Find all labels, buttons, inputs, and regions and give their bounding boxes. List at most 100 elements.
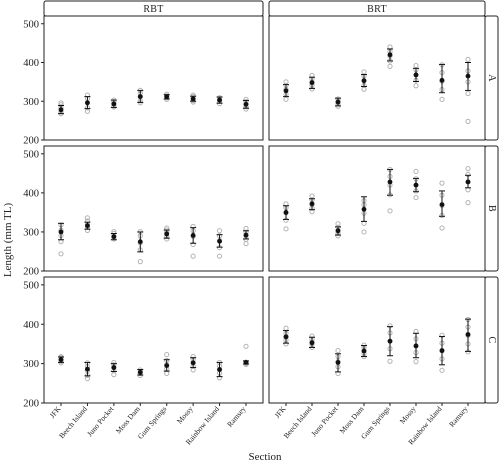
mean-point: [439, 77, 445, 83]
x-tick-label: Ramsey: [447, 404, 470, 428]
mean-point: [283, 88, 289, 94]
mean-point: [413, 182, 419, 188]
y-axis-title: Length (mm TL): [2, 202, 14, 277]
row-strip-label: A: [486, 74, 497, 82]
y-tick-label: 400: [23, 188, 39, 199]
x-tick-label: JFK: [273, 404, 288, 420]
mean-point: [439, 202, 445, 207]
mean-point: [465, 179, 471, 185]
raw-point: [164, 351, 170, 358]
mean-point: [164, 94, 170, 99]
mean-point: [439, 348, 445, 354]
mean-point: [413, 343, 419, 349]
panel-frame: [43, 145, 264, 272]
mean-point: [413, 72, 419, 78]
mean-point: [217, 97, 222, 103]
raw-point: [283, 79, 289, 85]
column-strip-label: RBT: [143, 4, 163, 15]
mean-point: [164, 231, 170, 237]
raw-point: [58, 100, 64, 106]
raw-point: [216, 228, 223, 234]
x-tick-label: JFK: [48, 404, 63, 420]
mean-point: [335, 228, 341, 234]
y-tick-label: 500: [23, 19, 39, 30]
mean-point: [85, 100, 90, 106]
mean-point: [283, 210, 289, 215]
y-tick-label: 400: [23, 58, 39, 69]
raw-point: [465, 166, 471, 172]
y-tick-label: 500: [23, 149, 39, 160]
raw-point: [84, 108, 91, 114]
mean-point: [309, 80, 315, 86]
x-tick-label: Ramsey: [225, 404, 248, 428]
panel-frame: [268, 276, 486, 404]
mean-point: [111, 365, 117, 370]
mean-point: [58, 229, 64, 235]
x-tick-label: Mossy: [175, 404, 195, 425]
mean-point: [164, 363, 170, 368]
mean-point: [387, 179, 393, 185]
raw-point: [216, 253, 223, 259]
mean-point: [465, 332, 471, 337]
mean-point: [137, 239, 143, 245]
raw-point: [243, 241, 249, 247]
raw-point: [84, 375, 91, 382]
mean-point: [111, 234, 117, 240]
mean-point: [361, 206, 367, 212]
mean-point: [137, 94, 143, 99]
raw-point: [465, 200, 471, 206]
mean-point: [217, 238, 222, 244]
raw-point: [361, 229, 367, 235]
mean-point: [217, 367, 222, 372]
row-strip-label: B: [486, 205, 497, 212]
mean-point: [85, 223, 90, 229]
raw-point: [335, 221, 341, 227]
y-tick-label: 400: [23, 320, 39, 331]
raw-point: [137, 259, 143, 265]
column-strip-label: BRT: [367, 4, 387, 15]
raw-point: [413, 359, 419, 365]
mean-point: [85, 366, 90, 372]
mean-point: [58, 357, 64, 363]
raw-point: [84, 215, 91, 221]
raw-point: [164, 370, 170, 377]
y-tick-label: 300: [23, 97, 39, 108]
raw-point: [439, 96, 445, 102]
raw-point: [309, 193, 315, 199]
panel-frame: [268, 15, 486, 141]
mean-point: [309, 340, 315, 346]
raw-point: [335, 348, 341, 354]
panel-frame: [43, 276, 264, 404]
y-tick-label: 200: [23, 267, 39, 278]
raw-point: [465, 56, 471, 63]
raw-point: [413, 63, 419, 69]
mean-point: [190, 233, 196, 238]
raw-point: [361, 69, 367, 75]
row-strip-label: C: [486, 337, 497, 344]
mean-point: [283, 334, 289, 340]
x-tick-label: Mossy: [398, 404, 418, 425]
mean-point: [335, 99, 341, 105]
x-axis-title: Section: [249, 451, 282, 463]
raw-point: [413, 168, 419, 174]
mean-point: [190, 360, 196, 366]
mean-point: [137, 369, 143, 375]
mean-point: [387, 52, 393, 58]
mean-point: [465, 73, 471, 79]
raw-point: [243, 343, 249, 349]
raw-point: [439, 367, 445, 373]
mean-point: [58, 107, 64, 113]
raw-point: [283, 96, 289, 102]
mean-point: [335, 360, 341, 365]
y-tick-label: 300: [23, 359, 39, 370]
panel-frame: [268, 145, 486, 272]
y-tick-label: 200: [23, 136, 39, 147]
raw-point: [387, 208, 393, 214]
mean-point: [361, 348, 367, 354]
raw-point: [58, 251, 64, 257]
raw-point: [439, 180, 445, 186]
y-tick-label: 500: [23, 280, 39, 291]
x-tick-label: Juno Pocket: [309, 404, 340, 438]
mean-point: [111, 101, 117, 107]
